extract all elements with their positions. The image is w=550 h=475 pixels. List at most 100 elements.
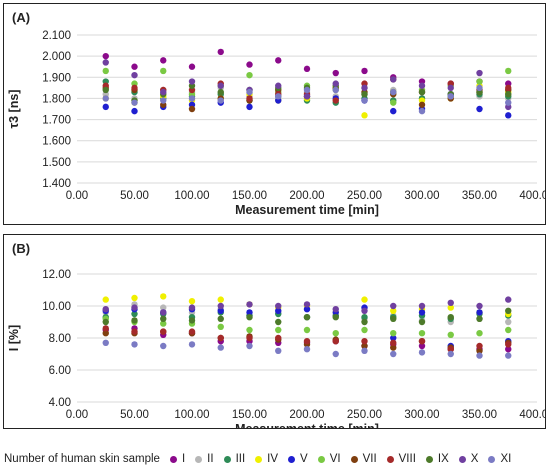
chart-a-point-XI (505, 99, 512, 106)
chart-b-point-IX (476, 315, 483, 322)
chart-b-point-VIII (246, 334, 253, 342)
chart-b-point-X (390, 302, 397, 310)
chart-a-point-I (102, 52, 109, 60)
chart-b-point-IX (217, 315, 224, 322)
legend-label: I (181, 453, 186, 465)
legend-item: X (458, 453, 479, 465)
chart-a-point-X (160, 88, 167, 96)
legend-item: IV (255, 453, 278, 465)
chart-b-point-X (102, 306, 109, 313)
chart-b-point-XI (361, 347, 368, 354)
chart-a-point-VIII (505, 84, 512, 92)
legend-marker (386, 455, 394, 463)
legend-items: I II III IV V VI VII VIII IX X XI (169, 453, 521, 465)
chart-b-point-IX (505, 307, 512, 314)
chart-a-ytick-label: 1.900 (42, 72, 71, 84)
chart-b-ytick-label: 10.00 (42, 301, 71, 313)
legend-label: VI (329, 453, 341, 465)
chart-a-xtick-label: 400.00 (519, 190, 545, 202)
chart-a-point-XI (131, 99, 138, 106)
chart-b-point-IX (160, 315, 167, 322)
legend-marker (195, 455, 203, 463)
chart-b-point-VIII (160, 328, 167, 335)
chart-b-point-IV (188, 298, 196, 305)
legend-marker (255, 455, 263, 463)
chart-b-point-VII (102, 330, 109, 337)
chart-a-point-XI (447, 93, 454, 100)
chart-b-point-XI (476, 352, 483, 359)
chart-panel-a: (A) 1.400 1.500 1.600 1.700 1.800 1.900 2.000 2… (3, 3, 550, 225)
chart-b-point-IV (217, 296, 224, 303)
chart-b-point-XI (390, 350, 397, 358)
chart-a-point-V (131, 107, 138, 115)
chart-b-point-XI (188, 341, 196, 348)
chart-b-point-VIII (217, 334, 224, 342)
chart-b-point-VIII (131, 328, 138, 335)
chart-b-point-IV (447, 304, 454, 311)
legend-marker (488, 455, 496, 463)
chart-b-point-VIII (418, 338, 426, 345)
chart-a-point-X (188, 78, 196, 85)
chart-a-point-VI (476, 78, 483, 85)
chart-a-point-I (332, 69, 339, 77)
chart-b-point-II (160, 304, 167, 311)
chart-a-point-XI (476, 84, 483, 92)
chart-a-point-X (332, 80, 339, 87)
chart-a-xtick-label: 100.00 (174, 190, 209, 202)
legend-item: I (169, 453, 186, 465)
chart-b-point-XI (246, 342, 253, 350)
chart-a-point-XI (188, 95, 196, 102)
chart-a-ytick-label: 1.800 (42, 93, 71, 105)
chart-a-point-X (361, 84, 368, 92)
chart-a-point-V (476, 105, 483, 113)
chart-b-point-VIII (390, 339, 397, 346)
chart-a-point-XI (361, 97, 368, 104)
chart-a-point-VI (505, 67, 512, 75)
chart-a-point-IV (361, 112, 368, 119)
chart-b-point-IX (246, 314, 253, 321)
chart-b-point-VI (275, 326, 282, 334)
chart-b-xtick-label: 100.00 (174, 409, 209, 421)
chart-a-ytick-label: 1.500 (42, 157, 71, 169)
chart-b-point-XI (217, 344, 224, 351)
chart-b-point-IX (275, 318, 282, 326)
legend-label: X (470, 453, 479, 465)
chart-a-point-XI (246, 88, 253, 96)
chart-a-xtick-label: 150.00 (232, 190, 267, 202)
chart-b-point-VII (361, 342, 368, 350)
legend-marker (317, 455, 325, 463)
chart-b-point-IX (418, 318, 426, 326)
chart-b-point-XI (332, 350, 339, 358)
chart-b-ytick-label: 12.00 (42, 269, 71, 281)
chart-a-ytick-label: 2.000 (42, 51, 71, 63)
chart-b-point-X (217, 302, 224, 310)
chart-b-point-X (361, 307, 368, 314)
chart-b-point-IV (160, 293, 167, 300)
legend-label: II (207, 453, 214, 465)
legend-item: VIII (386, 453, 416, 465)
panel-label-b: (B) (12, 241, 31, 256)
chart-b-point-VI (447, 331, 454, 338)
chart-b-point-IX (303, 314, 311, 321)
chart-b-ytick-label: 6.00 (49, 365, 71, 377)
legend-marker (169, 455, 177, 463)
legend-item: VII (350, 453, 377, 465)
chart-b-point-X (418, 302, 426, 310)
chart-b-point-XI (447, 350, 454, 358)
legend-item: IX (425, 453, 449, 465)
chart-a-point-X (217, 82, 224, 89)
chart-b-point-IX (102, 318, 109, 326)
chart-b-point-X (275, 302, 282, 310)
chart-a-point-VI (102, 67, 109, 75)
chart-b-point-VI (217, 323, 224, 330)
chart-b-point-VIII (361, 338, 368, 345)
chart-a-point-VI (246, 71, 253, 79)
chart-a-point-XI (390, 88, 397, 96)
chart-a-point-XI (332, 86, 339, 94)
chart-b-point-XI (303, 346, 311, 353)
chart-a-point-I (246, 61, 253, 68)
chart-b-point-VIII (188, 328, 196, 335)
chart-b-point-V (303, 306, 311, 313)
chart-a-point-XI (160, 97, 167, 104)
chart-b-point-XI (418, 349, 426, 356)
